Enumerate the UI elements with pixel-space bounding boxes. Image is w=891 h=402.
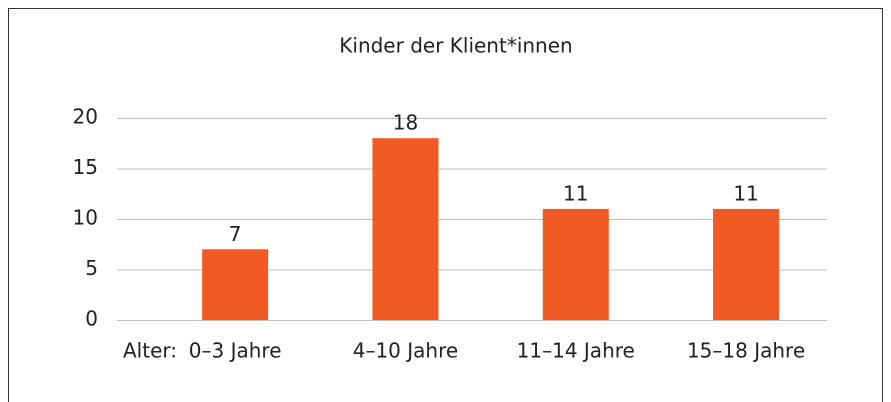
data-label: 11	[563, 181, 588, 205]
chart-title: Kinder der Klient*innen	[339, 34, 572, 58]
y-tick-label: 5	[85, 256, 98, 280]
x-axis-label: Alter:	[123, 339, 177, 363]
y-tick-label: 20	[73, 105, 98, 129]
frame	[8, 8, 883, 402]
x-tick-label: 0–3 Jahre	[189, 339, 282, 363]
x-tick-label: 11–14 Jahre	[517, 339, 635, 363]
bar	[202, 249, 269, 320]
y-tick-label: 15	[73, 155, 98, 179]
data-label: 18	[393, 111, 418, 135]
bar	[372, 138, 439, 320]
data-label: 7	[229, 222, 242, 246]
y-tick-label: 0	[85, 307, 98, 331]
data-label: 11	[733, 181, 758, 205]
bar	[542, 208, 609, 320]
x-tick-label: 15–18 Jahre	[687, 339, 805, 363]
y-tick-label: 10	[73, 206, 98, 230]
x-tick-label: 4–10 Jahre	[353, 339, 458, 363]
bar	[713, 208, 780, 320]
